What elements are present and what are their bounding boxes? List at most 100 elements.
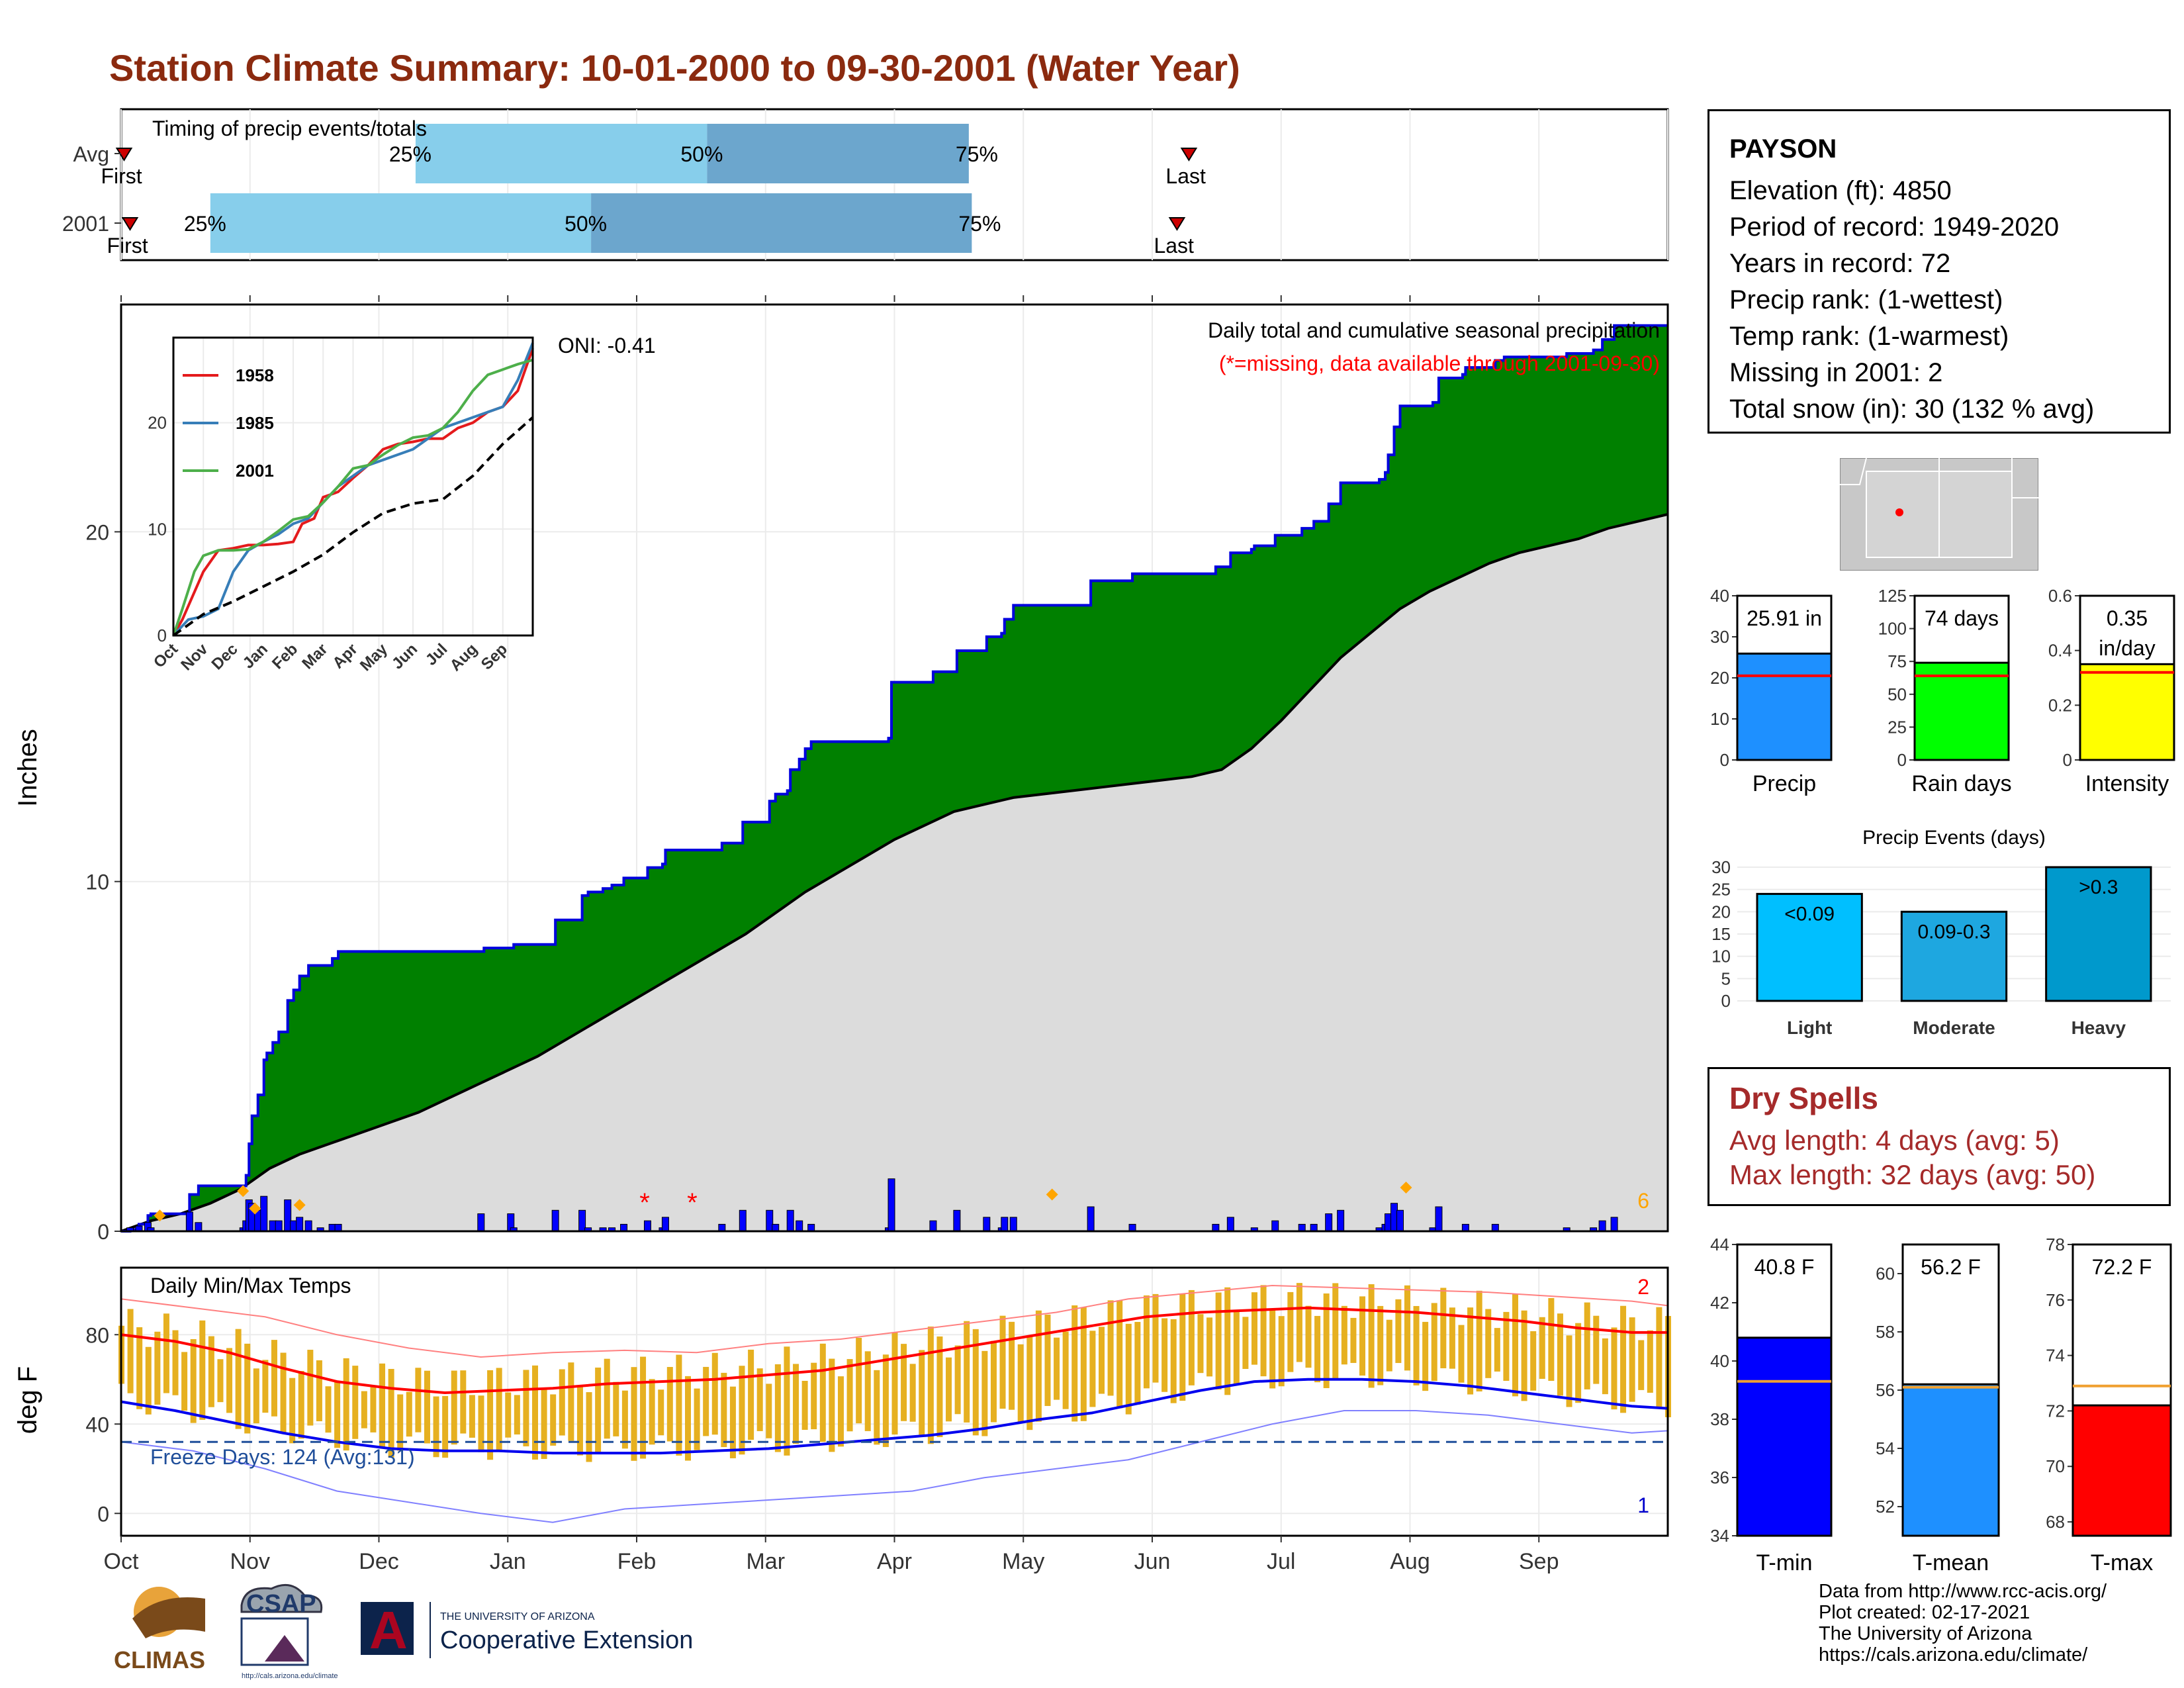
csap-text: CSAP [246, 1590, 316, 1618]
state-arizona [1866, 471, 1940, 558]
temp-range-bar [1099, 1327, 1105, 1394]
daily-precip-bar [1271, 1220, 1279, 1232]
temp-range-bar [469, 1395, 475, 1438]
temp-range-bar [208, 1336, 214, 1407]
temp-range-bar [621, 1390, 628, 1449]
temp-range-bar [774, 1364, 781, 1452]
side-ytick-label: 60 [1876, 1264, 1895, 1284]
state-border [1938, 458, 2013, 472]
freeze-days-label: Freeze Days: 124 (Avg:131) [150, 1445, 415, 1469]
csap-mountain [265, 1635, 304, 1662]
side-bar [2071, 1404, 2172, 1537]
temp-range-bar [1269, 1308, 1276, 1389]
side-category-label: T-max [2091, 1550, 2153, 1575]
temp-range-bar [1054, 1337, 1060, 1400]
temp-range-bar [433, 1396, 439, 1458]
precip-ytick-label: 0 [97, 1220, 109, 1244]
temp-range-bar [154, 1331, 161, 1405]
side-category-label: Rain days [1911, 771, 2011, 796]
daily-precip-bar [1128, 1223, 1136, 1232]
side-value-label: 25.91 in [1747, 606, 1822, 630]
temp-range-bar [541, 1389, 547, 1460]
daily-precip-bar [1087, 1206, 1095, 1232]
inset-legend-label: 1985 [236, 413, 274, 433]
temp-range-bar [442, 1395, 449, 1458]
events-bar [1756, 892, 1863, 1002]
temp-range-bar [451, 1370, 457, 1445]
temp-range-bar [1350, 1317, 1357, 1363]
timing-first-label: First [107, 234, 148, 258]
temp-range-bar [1638, 1340, 1645, 1390]
temp-range-bar [379, 1363, 386, 1448]
daily-precip-bar [275, 1220, 283, 1232]
temp-range-bar [703, 1366, 709, 1436]
temp-range-bar [1575, 1323, 1582, 1403]
temp-title: Daily Min/Max Temps [150, 1274, 351, 1297]
temp-range-bar [901, 1344, 907, 1421]
side-ytick-label: 78 [2046, 1235, 2065, 1254]
daily-precip-bar [1001, 1217, 1009, 1232]
side-ytick-label: 74 [2046, 1346, 2065, 1366]
csap-cloud [240, 1583, 323, 1613]
temp-range-bar [946, 1357, 952, 1422]
temp-range-bar [1359, 1296, 1366, 1376]
temp-range-bar [424, 1370, 430, 1444]
temp-range-bar [1242, 1317, 1249, 1369]
temp-range-bar [1485, 1309, 1492, 1378]
temp-range-bar [289, 1378, 296, 1444]
temp-range-bar [1044, 1314, 1051, 1406]
side-value-label: 56.2 F [1921, 1255, 1981, 1279]
daily-precip-bar [1310, 1223, 1318, 1232]
timing-bar-50-75 [707, 124, 969, 183]
stat-line: Total snow (in): 30 (132 % avg) [1729, 395, 2095, 424]
timing-last-marker [1168, 217, 1186, 231]
temp-range-bar [460, 1370, 467, 1434]
side-bar [1901, 1383, 2000, 1537]
timing-last-marker [1180, 148, 1198, 162]
month-label: Feb [617, 1549, 657, 1574]
side-ytick-label: 54 [1876, 1438, 1895, 1458]
credit-line: Plot created: 02-17-2021 [1819, 1602, 2030, 1623]
side-ytick-label: 125 [1878, 586, 1907, 606]
daily-precip-bar [1325, 1213, 1333, 1232]
events-category-label: Light [1787, 1017, 1832, 1038]
month-label: Jun [1134, 1549, 1171, 1574]
stat-line: Temp rank: (1-warmest) [1729, 322, 2009, 351]
side-ytick-label: 36 [1710, 1468, 1729, 1487]
record-max-line [120, 1284, 1668, 1358]
temp-range-bar [981, 1350, 988, 1436]
side-ytick-label: 100 [1878, 619, 1907, 639]
temp-range-bar [1071, 1305, 1078, 1422]
side-ytick-label: 0 [2063, 750, 2072, 770]
temp-range-bar [1089, 1331, 1096, 1407]
temp-range-bar [811, 1362, 817, 1430]
side-ytick-label: 70 [2046, 1456, 2065, 1476]
timing-last-label: Last [1165, 164, 1206, 188]
temp-range-bar [172, 1330, 179, 1395]
precip-events-chart: Precip Events (days) 0 5 10 15 20 25 30 <0.09 Lig… [1711, 827, 2171, 1038]
temp-panel: 0 40 80 Daily Min/Max Temps Freeze Days: 124… [13, 1266, 1671, 1537]
timing-first-marker [121, 217, 139, 231]
temp-range-bar [1197, 1314, 1204, 1374]
timing-last-label: Last [1154, 234, 1194, 258]
temp-range-bar [1395, 1299, 1402, 1364]
daily-precip-bar [1226, 1217, 1234, 1232]
side-value-label: 0.35 [2107, 606, 2148, 630]
temp-range-bar [415, 1368, 422, 1432]
inset-legend-label: 1958 [236, 365, 274, 385]
precip-frame [120, 303, 1669, 1233]
temp-range-bar [729, 1386, 736, 1458]
temp-range-bar [478, 1395, 484, 1452]
temp-range-bar [964, 1321, 970, 1423]
climas-logo: CLIMAS [114, 1587, 205, 1673]
temp-range-bar [576, 1385, 583, 1456]
temp-range-bar [1413, 1305, 1420, 1385]
temp-range-bar [1548, 1297, 1555, 1382]
temp-range-bar [1602, 1338, 1608, 1395]
temp-range-bar [1458, 1325, 1465, 1383]
ua-small-text: THE UNIVERSITY OF ARIZONA [440, 1611, 595, 1622]
credit-line: The University of Arizona [1819, 1623, 2032, 1644]
temp-range-bar [1026, 1336, 1033, 1430]
temp-range-bar [856, 1337, 862, 1424]
side-ytick-label: 34 [1710, 1526, 1729, 1546]
